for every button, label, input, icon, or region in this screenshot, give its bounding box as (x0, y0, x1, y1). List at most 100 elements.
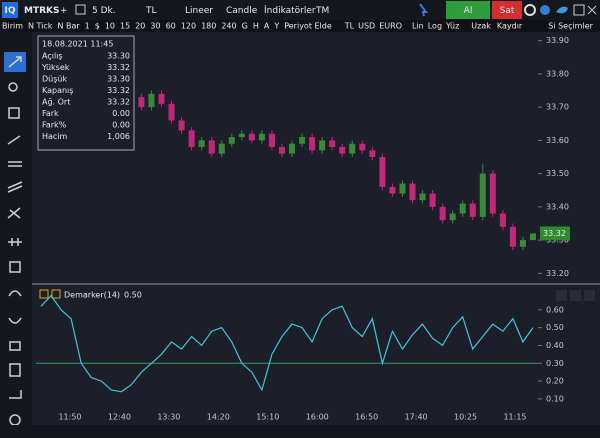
candle-body (148, 93, 155, 108)
period-option[interactable]: Periyot Elde (284, 22, 332, 31)
info-value: 33.32 (107, 98, 130, 107)
tool-lock[interactable] (9, 341, 21, 351)
period-option[interactable]: 240 (221, 22, 236, 31)
x-tick-label: 16:50 (355, 413, 378, 422)
period-option[interactable]: A (264, 22, 270, 31)
candle-body (509, 226, 516, 247)
scale-option[interactable]: Yüz (445, 22, 459, 31)
candle-body (278, 147, 285, 154)
scale[interactable]: Lineer (185, 6, 213, 16)
period-option[interactable]: 60 (166, 22, 176, 31)
scale-option[interactable]: Log (428, 22, 442, 31)
info-date: 18.08.2021 11:45 (42, 40, 113, 49)
period-option[interactable]: Birim (2, 22, 23, 31)
candle-body (439, 206, 446, 221)
selections[interactable]: Si Seçimler (548, 22, 593, 31)
scale-option[interactable]: Lin (412, 22, 424, 31)
tool-delete[interactable] (9, 261, 21, 273)
currency-option[interactable]: EURO (379, 22, 402, 31)
indicator-value: 0.50 (124, 291, 142, 300)
candle-body (178, 120, 185, 131)
buy-button[interactable] (446, 1, 490, 19)
candle-body (188, 130, 195, 148)
tool-stack[interactable] (9, 363, 21, 377)
add-button[interactable]: + (60, 6, 68, 16)
scroll-option[interactable]: Uzak (471, 22, 491, 31)
pane-button[interactable] (570, 290, 581, 301)
candle-body (379, 157, 386, 187)
info-label: Açılış (42, 52, 63, 61)
period-option[interactable]: 20 (135, 22, 145, 31)
symbol[interactable]: MTRKS (24, 6, 59, 16)
period-option[interactable]: 120 (181, 22, 196, 31)
candle-body (228, 137, 235, 144)
period-option[interactable]: 180 (201, 22, 216, 31)
sell-button[interactable] (492, 1, 522, 19)
pane-button[interactable] (584, 290, 595, 301)
candle-body (299, 137, 306, 144)
period-option[interactable]: 10 (105, 22, 115, 31)
candle-body (469, 203, 476, 217)
period-option[interactable]: N Bar (57, 22, 80, 31)
close-icon[interactable] (587, 5, 597, 15)
candle-body (329, 140, 336, 148)
buy-label[interactable]: Al (464, 6, 473, 16)
candle-body (449, 213, 456, 221)
tool-line[interactable] (7, 135, 21, 145)
info-value: 33.32 (107, 86, 130, 95)
settings-icon[interactable] (524, 4, 536, 16)
candle-body (349, 143, 356, 154)
tool-arrow[interactable] (8, 56, 22, 68)
period-option[interactable]: 30 (150, 22, 160, 31)
help-icon[interactable] (540, 5, 550, 15)
candle-body (258, 133, 265, 141)
period-option[interactable]: 15 (120, 22, 130, 31)
period-option[interactable]: N Tick (28, 22, 53, 31)
currency[interactable]: TL (145, 6, 157, 16)
x-tick-label: 16:00 (306, 413, 329, 422)
x-tick-label: 11:50 (58, 413, 81, 422)
candle-body (359, 143, 366, 151)
info-label: Düşük (42, 75, 67, 84)
y-tick-label: 33.90 (546, 36, 569, 45)
tool-ruler[interactable] (8, 238, 22, 246)
candle-body (389, 186, 396, 194)
tool-fib[interactable] (7, 207, 21, 219)
y-tick-label: 33.80 (546, 69, 569, 78)
tool-channel[interactable] (7, 181, 23, 193)
tool-magnet[interactable] (8, 290, 22, 297)
template[interactable]: TM (315, 6, 329, 16)
tool-arc[interactable] (8, 317, 22, 324)
y-tick-label: 0.10 (546, 394, 564, 403)
candle-body (248, 133, 255, 141)
popout-icon[interactable] (75, 4, 86, 15)
currency-option[interactable]: TL (344, 22, 355, 31)
tool-box[interactable] (8, 107, 20, 119)
demarker-line (40, 294, 534, 393)
period-option[interactable]: 1 (85, 22, 90, 31)
logo: IQ (5, 6, 16, 16)
y-tick-label: 0.30 (546, 359, 564, 368)
info-value: 33.30 (107, 52, 130, 61)
scroll-option[interactable]: Kaydır (497, 22, 523, 31)
subbar (0, 20, 600, 32)
tool-hide[interactable] (9, 390, 22, 399)
period[interactable]: 5 Dk. (92, 6, 116, 16)
indicators[interactable]: İndikatörler (264, 5, 316, 16)
tool-hline[interactable] (8, 161, 22, 167)
currency-option[interactable]: USD (358, 22, 375, 31)
period-option[interactable]: Y (273, 22, 279, 31)
window-icon[interactable] (573, 4, 585, 16)
cursor-icon[interactable] (419, 3, 428, 17)
period-option[interactable]: H (253, 22, 259, 31)
y-tick-label: 0.50 (546, 323, 564, 332)
social-icon[interactable] (556, 6, 568, 14)
tool-zoom[interactable] (8, 82, 18, 92)
candle-body (409, 183, 416, 201)
sidebar-icons (4, 52, 26, 426)
period-option[interactable]: $ (95, 22, 100, 31)
chart-style[interactable]: Candle (226, 6, 258, 16)
pane-button[interactable] (556, 290, 567, 301)
sell-label[interactable]: Sat (500, 6, 515, 16)
period-option[interactable]: G (242, 22, 248, 31)
